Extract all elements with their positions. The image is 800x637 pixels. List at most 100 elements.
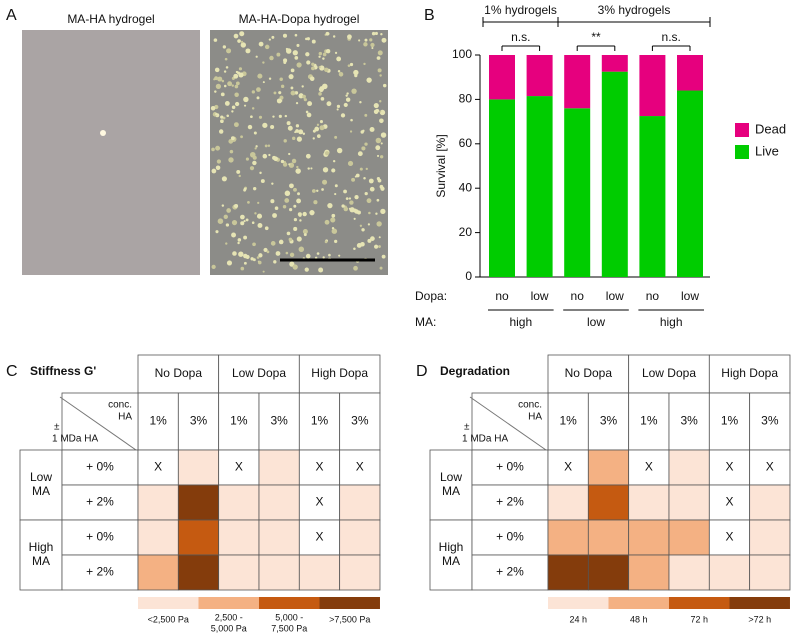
speckle <box>245 48 251 54</box>
speckle <box>298 246 305 252</box>
heat-cell <box>258 519 300 556</box>
y-tick-label: 40 <box>459 180 473 194</box>
speckle <box>334 51 338 54</box>
speckle <box>268 153 271 157</box>
speckle <box>214 76 218 81</box>
table-cell <box>177 392 220 451</box>
speckle <box>313 200 318 205</box>
sub-column: 1% <box>311 414 329 428</box>
sub-column: 3% <box>680 414 698 428</box>
cell-text: X <box>645 460 653 474</box>
speckle <box>262 122 268 128</box>
row-label: + 2% <box>86 565 114 579</box>
speckle <box>334 192 337 196</box>
speckle <box>311 66 315 71</box>
column-group: No Dopa <box>155 366 203 380</box>
speckle <box>379 155 384 159</box>
column-group: High Dopa <box>721 366 778 380</box>
bar-segment <box>489 55 515 100</box>
table-cell <box>137 354 220 394</box>
heat-cell <box>628 484 670 521</box>
speckle <box>282 205 287 209</box>
heat-cell <box>298 554 341 591</box>
speckle <box>284 114 288 118</box>
legend-label: >7,500 Pa <box>329 614 370 624</box>
speckle <box>306 37 310 41</box>
speckle <box>336 108 339 111</box>
row-label: + 0% <box>496 460 524 474</box>
speckle <box>240 214 245 220</box>
sig-label: n.s. <box>511 30 530 44</box>
speckle <box>292 50 298 56</box>
speckle <box>376 198 380 202</box>
legend-label: 5,000 - <box>275 612 303 622</box>
heat-cell <box>258 554 300 591</box>
bar-segment <box>526 55 553 97</box>
speckle <box>233 73 239 79</box>
sub-column: 3% <box>270 414 288 428</box>
heat-cell <box>339 484 381 521</box>
speckle <box>334 239 338 244</box>
column-group: Low Dopa <box>232 366 286 380</box>
legend-label: 48 h <box>630 614 648 624</box>
speckle <box>374 244 379 249</box>
speckle <box>262 153 268 159</box>
speckle <box>247 200 250 204</box>
speckle <box>305 52 310 57</box>
speckle <box>228 139 234 144</box>
speckle <box>222 45 227 49</box>
bar-segment <box>489 99 515 278</box>
sub-column: 1% <box>559 414 577 428</box>
speckle <box>290 90 296 96</box>
y-tick-label: 60 <box>459 136 473 150</box>
speckle <box>258 41 264 47</box>
speckle <box>289 183 294 189</box>
column-group: High Dopa <box>311 366 368 380</box>
speckle <box>331 228 338 234</box>
speckle <box>353 265 358 271</box>
speckle <box>345 94 348 97</box>
speckle <box>264 144 268 148</box>
corner-text: HA <box>528 412 542 423</box>
speckle <box>364 113 368 117</box>
speckle <box>220 119 224 124</box>
speckle <box>359 167 363 171</box>
speckle <box>358 39 361 42</box>
column-group: Low Dopa <box>642 366 696 380</box>
speckle <box>375 145 381 151</box>
speckle <box>369 38 373 42</box>
heat-cell <box>547 554 589 591</box>
speckle <box>233 122 239 128</box>
speckle <box>331 213 336 218</box>
heat-cell <box>749 519 791 556</box>
speckle <box>379 100 382 103</box>
speckle <box>364 142 368 146</box>
speckle <box>215 230 219 234</box>
speckle <box>348 207 351 210</box>
speckle <box>286 231 291 236</box>
cell-text: X <box>766 460 774 474</box>
speckle <box>341 204 345 208</box>
speckle <box>309 76 315 82</box>
speckle <box>380 33 383 36</box>
speckle <box>264 226 269 231</box>
speckle <box>354 209 359 214</box>
heat-cell <box>218 484 260 521</box>
speckle <box>299 219 302 222</box>
image-title: MA-HA-Dopa hydrogel <box>239 12 360 26</box>
heat-cell <box>137 554 179 591</box>
speckle <box>378 236 381 239</box>
heat-cell <box>258 484 300 521</box>
speckle <box>301 85 304 88</box>
speckle <box>256 96 260 100</box>
x-tick-label: no <box>495 289 509 303</box>
row-label: Dopa: <box>415 289 447 303</box>
y-tick-label: 100 <box>452 47 472 61</box>
speckle <box>292 264 298 270</box>
speckle <box>364 38 368 42</box>
speckle <box>296 236 302 242</box>
speckle <box>225 242 228 245</box>
heat-cell <box>587 484 630 521</box>
speckle <box>262 81 265 84</box>
table-cell <box>298 484 341 521</box>
